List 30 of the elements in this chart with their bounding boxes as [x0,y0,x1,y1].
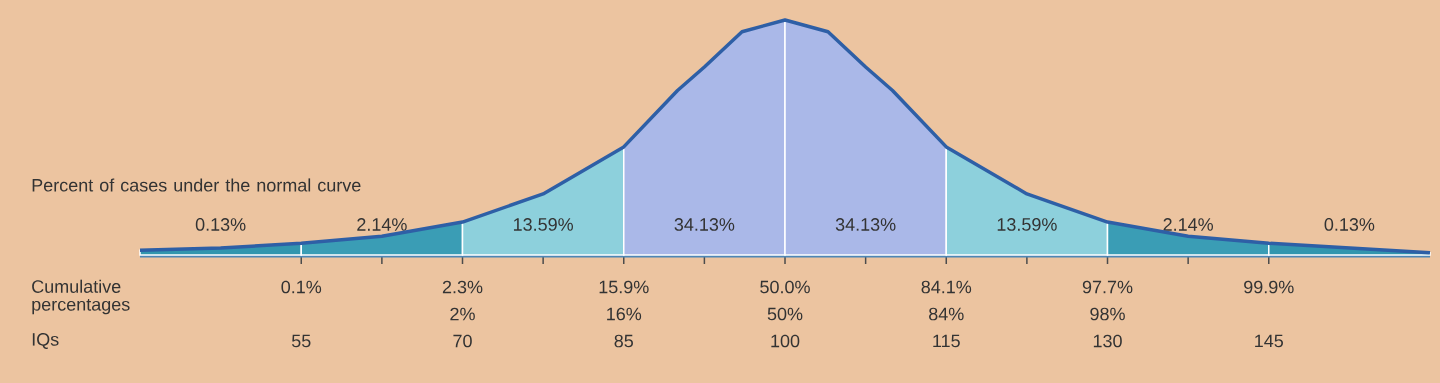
x-tick-label: 130 [1093,334,1122,348]
series-label: 34.13% [835,218,896,231]
series-label: 0.13% [1324,218,1375,231]
annotation: 99.9% [1244,280,1294,294]
x-tick-label: 115 [933,334,960,348]
series-label: 13.59% [997,218,1057,231]
text: 50% [767,307,803,321]
annotation: 50.0% [760,280,810,294]
annotation: 2.3% [442,280,483,294]
x-tick-label: 55 [291,334,311,348]
text: Cumulative percentages [32,279,130,315]
x-tick-label: 145 [1255,334,1284,348]
x-tick-label: 100 [771,334,800,348]
text: 2% [450,307,475,321]
x-axis-title: IQs [32,333,59,349]
x-tick-label: 85 [614,334,633,348]
series-label: 34.13% [674,218,735,231]
series-label: 2.14% [357,218,407,231]
series-label: 2.14% [1163,218,1213,231]
annotation: 15.9% [599,280,649,294]
annotation: Percent of cases under the normal curve [32,178,361,192]
series-label: 13.59% [513,218,573,231]
series-label: 0.13% [195,218,246,231]
text: 84% [929,307,964,321]
x-tick-label: 70 [453,334,472,348]
annotation: 97.7% [1082,280,1133,294]
annotation: 84.1% [921,280,972,294]
text: 98% [1090,307,1125,321]
text: 16% [607,307,642,321]
annotation: 0.1% [281,280,322,294]
